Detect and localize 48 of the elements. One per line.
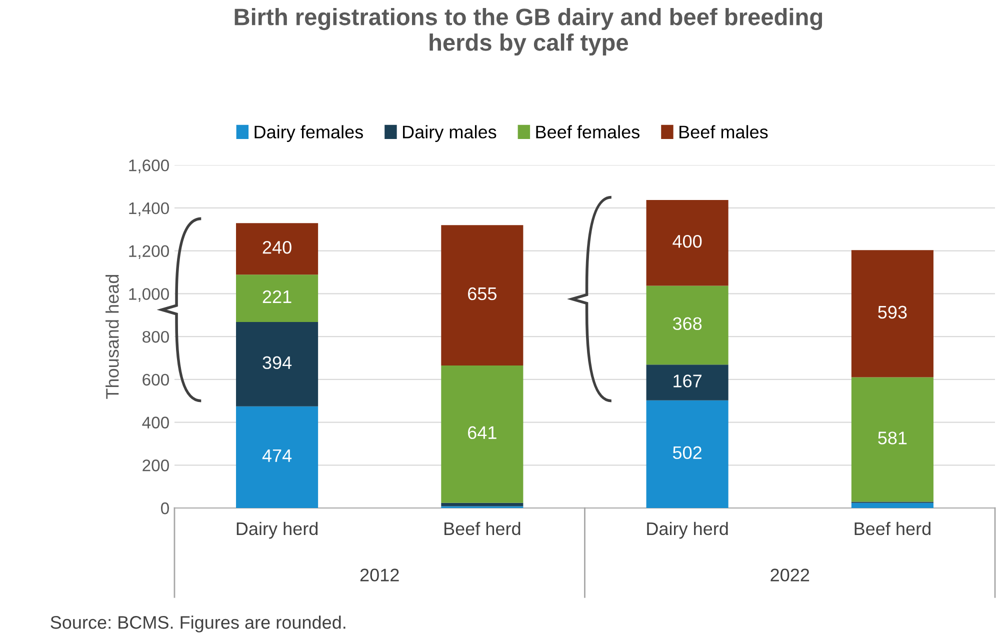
x-tick-label: Beef herd xyxy=(444,522,520,536)
bar xyxy=(236,322,318,406)
text: 2022 xyxy=(770,568,810,582)
x-tick-label: Dairy herd xyxy=(236,522,318,539)
bar xyxy=(851,250,934,378)
y-tick-label: 600 xyxy=(142,374,169,386)
bar xyxy=(646,364,728,400)
bar xyxy=(646,200,728,286)
data-label: 593 xyxy=(878,306,907,319)
bar xyxy=(441,225,524,366)
data-label: 221 xyxy=(262,290,292,303)
source-note: Source: BCMS. Figures are rounded. xyxy=(50,616,346,632)
y-tick-label: 400 xyxy=(142,416,169,428)
bar xyxy=(851,502,934,508)
bar xyxy=(236,274,318,322)
legend-label: Beef females xyxy=(536,125,640,138)
data-label: 502 xyxy=(672,446,702,460)
data-label: 368 xyxy=(672,317,702,330)
data-label: 240 xyxy=(262,240,292,254)
y-tick-label: 0 xyxy=(160,502,169,514)
chart-title: Birth registrations to the GB dairy and beef breeding herds by calf type xyxy=(234,8,822,56)
data-label: 581 xyxy=(878,432,907,444)
y-tick-label: 1,600 xyxy=(129,160,169,174)
y-tick-label: 1,000 xyxy=(129,288,169,302)
bar xyxy=(236,406,318,508)
text: 2012 xyxy=(360,568,399,582)
y-axis-title: Thousand head xyxy=(106,274,119,399)
legend-label: Dairy females xyxy=(254,125,363,142)
data-label: 167 xyxy=(674,374,702,388)
y-tick-label: 800 xyxy=(142,330,169,343)
data-label: 641 xyxy=(468,426,496,440)
bar xyxy=(646,286,728,365)
data-label: 394 xyxy=(262,356,292,370)
y-tick-label: 1,400 xyxy=(129,202,169,216)
data-label: 655 xyxy=(468,287,496,300)
x-tick-label: Beef herd xyxy=(854,522,930,536)
y-tick-label: 200 xyxy=(142,460,169,472)
bar xyxy=(646,400,728,508)
legend-label: Dairy males xyxy=(403,125,496,142)
bar xyxy=(441,502,524,506)
bar xyxy=(851,377,934,502)
bar xyxy=(236,223,318,275)
data-label: 400 xyxy=(672,234,702,248)
legend-label: Beef males xyxy=(680,125,768,138)
bar xyxy=(441,365,524,503)
x-tick-label: Dairy herd xyxy=(647,522,728,539)
data-label: 474 xyxy=(262,449,292,462)
y-tick-label: 1,200 xyxy=(129,245,169,259)
